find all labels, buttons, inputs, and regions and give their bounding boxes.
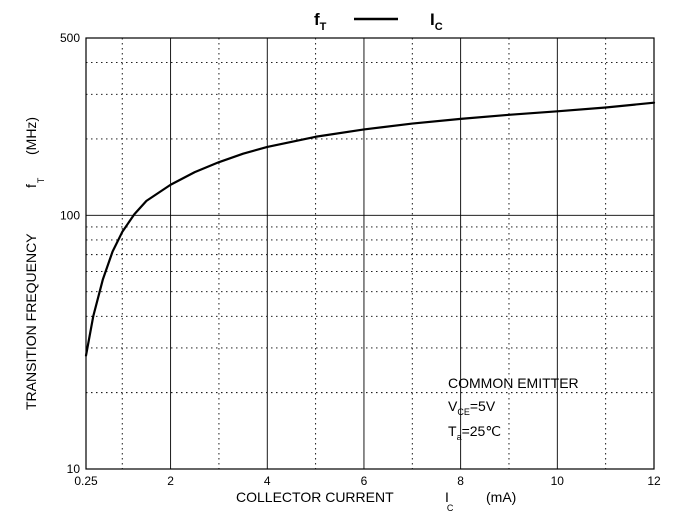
svg-text:fT: fT xyxy=(314,10,327,33)
x-tick-label: 2 xyxy=(167,474,174,488)
svg-text:IC: IC xyxy=(430,10,443,33)
x-tick-label: 6 xyxy=(361,474,368,488)
x-tick-label: 8 xyxy=(457,474,464,488)
y-axis-label-text: TRANSITION FREQUENCY xyxy=(23,233,39,410)
y-axis-label: TRANSITION FREQUENCY fT (MHz) xyxy=(23,117,46,410)
annotation-ta-sub: a xyxy=(457,432,462,442)
y-tick-label: 100 xyxy=(60,208,80,222)
title-f-sub: T xyxy=(320,21,327,33)
x-axis-symbol: I xyxy=(445,489,449,505)
conditions-annotation: COMMON EMITTER VCE=5V Ta=25℃ xyxy=(448,375,579,442)
tick-labels: 0.25 2 4 6 8 10 12 10 100 500 xyxy=(60,31,661,488)
annotation-vce-sub: CE xyxy=(457,407,470,417)
annotation-line1: COMMON EMITTER xyxy=(448,375,579,391)
x-axis-unit: (mA) xyxy=(486,489,516,505)
plot-frame xyxy=(85,37,655,470)
x-tick-label: 0.25 xyxy=(74,474,98,488)
series-line-0 xyxy=(84,101,656,357)
svg-text:IC: IC xyxy=(445,489,454,513)
y-tick-label: 500 xyxy=(60,31,80,45)
title-i-sub: C xyxy=(435,21,443,33)
y-tick-label: 10 xyxy=(67,462,81,476)
annotation-ta-value: =25℃ xyxy=(462,423,501,439)
svg-text:fT: fT xyxy=(23,177,46,188)
title-f: f xyxy=(314,10,320,29)
annotation-vce-symbol: V xyxy=(448,398,458,414)
series-layer xyxy=(84,101,656,357)
y-axis-symbol: f xyxy=(23,184,39,188)
chart-title: fT IC xyxy=(314,10,443,33)
annotation-ta-symbol: T xyxy=(448,423,457,439)
grid xyxy=(86,38,654,469)
x-tick-label: 10 xyxy=(551,474,565,488)
y-axis-unit: (MHz) xyxy=(23,117,39,155)
x-axis-label-text: COLLECTOR CURRENT xyxy=(236,489,394,505)
x-tick-label: 4 xyxy=(264,474,271,488)
x-axis-symbol-sub: C xyxy=(447,503,454,513)
x-tick-label: 12 xyxy=(647,474,661,488)
svg-text:Ta=25℃: Ta=25℃ xyxy=(448,423,501,442)
svg-text:VCE=5V: VCE=5V xyxy=(448,398,496,417)
y-axis-symbol-sub: T xyxy=(36,177,46,183)
title-i: I xyxy=(430,10,435,29)
annotation-vce-value: =5V xyxy=(470,398,496,414)
